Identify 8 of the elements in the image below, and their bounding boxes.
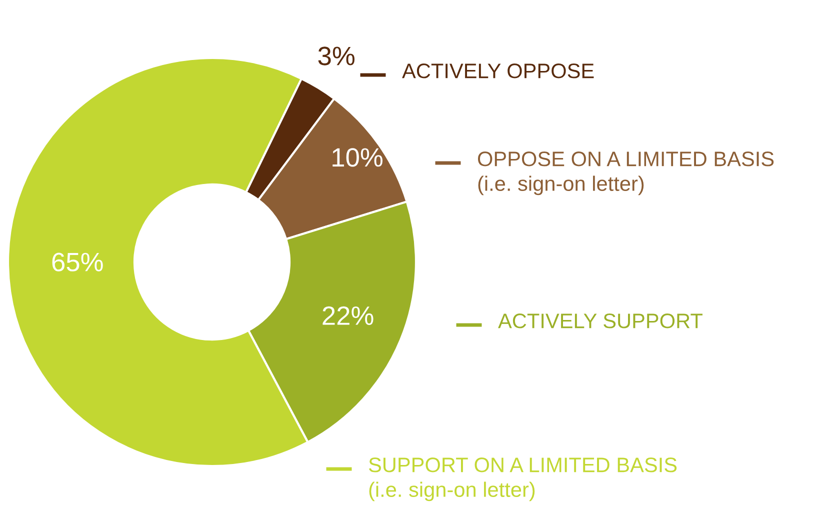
data-label: 22% xyxy=(322,306,374,325)
data-label: 65% xyxy=(52,252,103,272)
legend-label: SUPPORT ON A LIMITED BASIS (i.e. sign-on letter) xyxy=(368,458,677,502)
legend-label: ACTIVELY SUPPORT xyxy=(498,314,702,328)
legend-label: OPPOSE ON A LIMITED BASIS (i.e. sign-on letter) xyxy=(478,152,774,196)
legend-label: ACTIVELY OPPOSE xyxy=(402,64,594,78)
data-label: 10% xyxy=(332,148,382,167)
data-label: 3% xyxy=(318,46,354,66)
